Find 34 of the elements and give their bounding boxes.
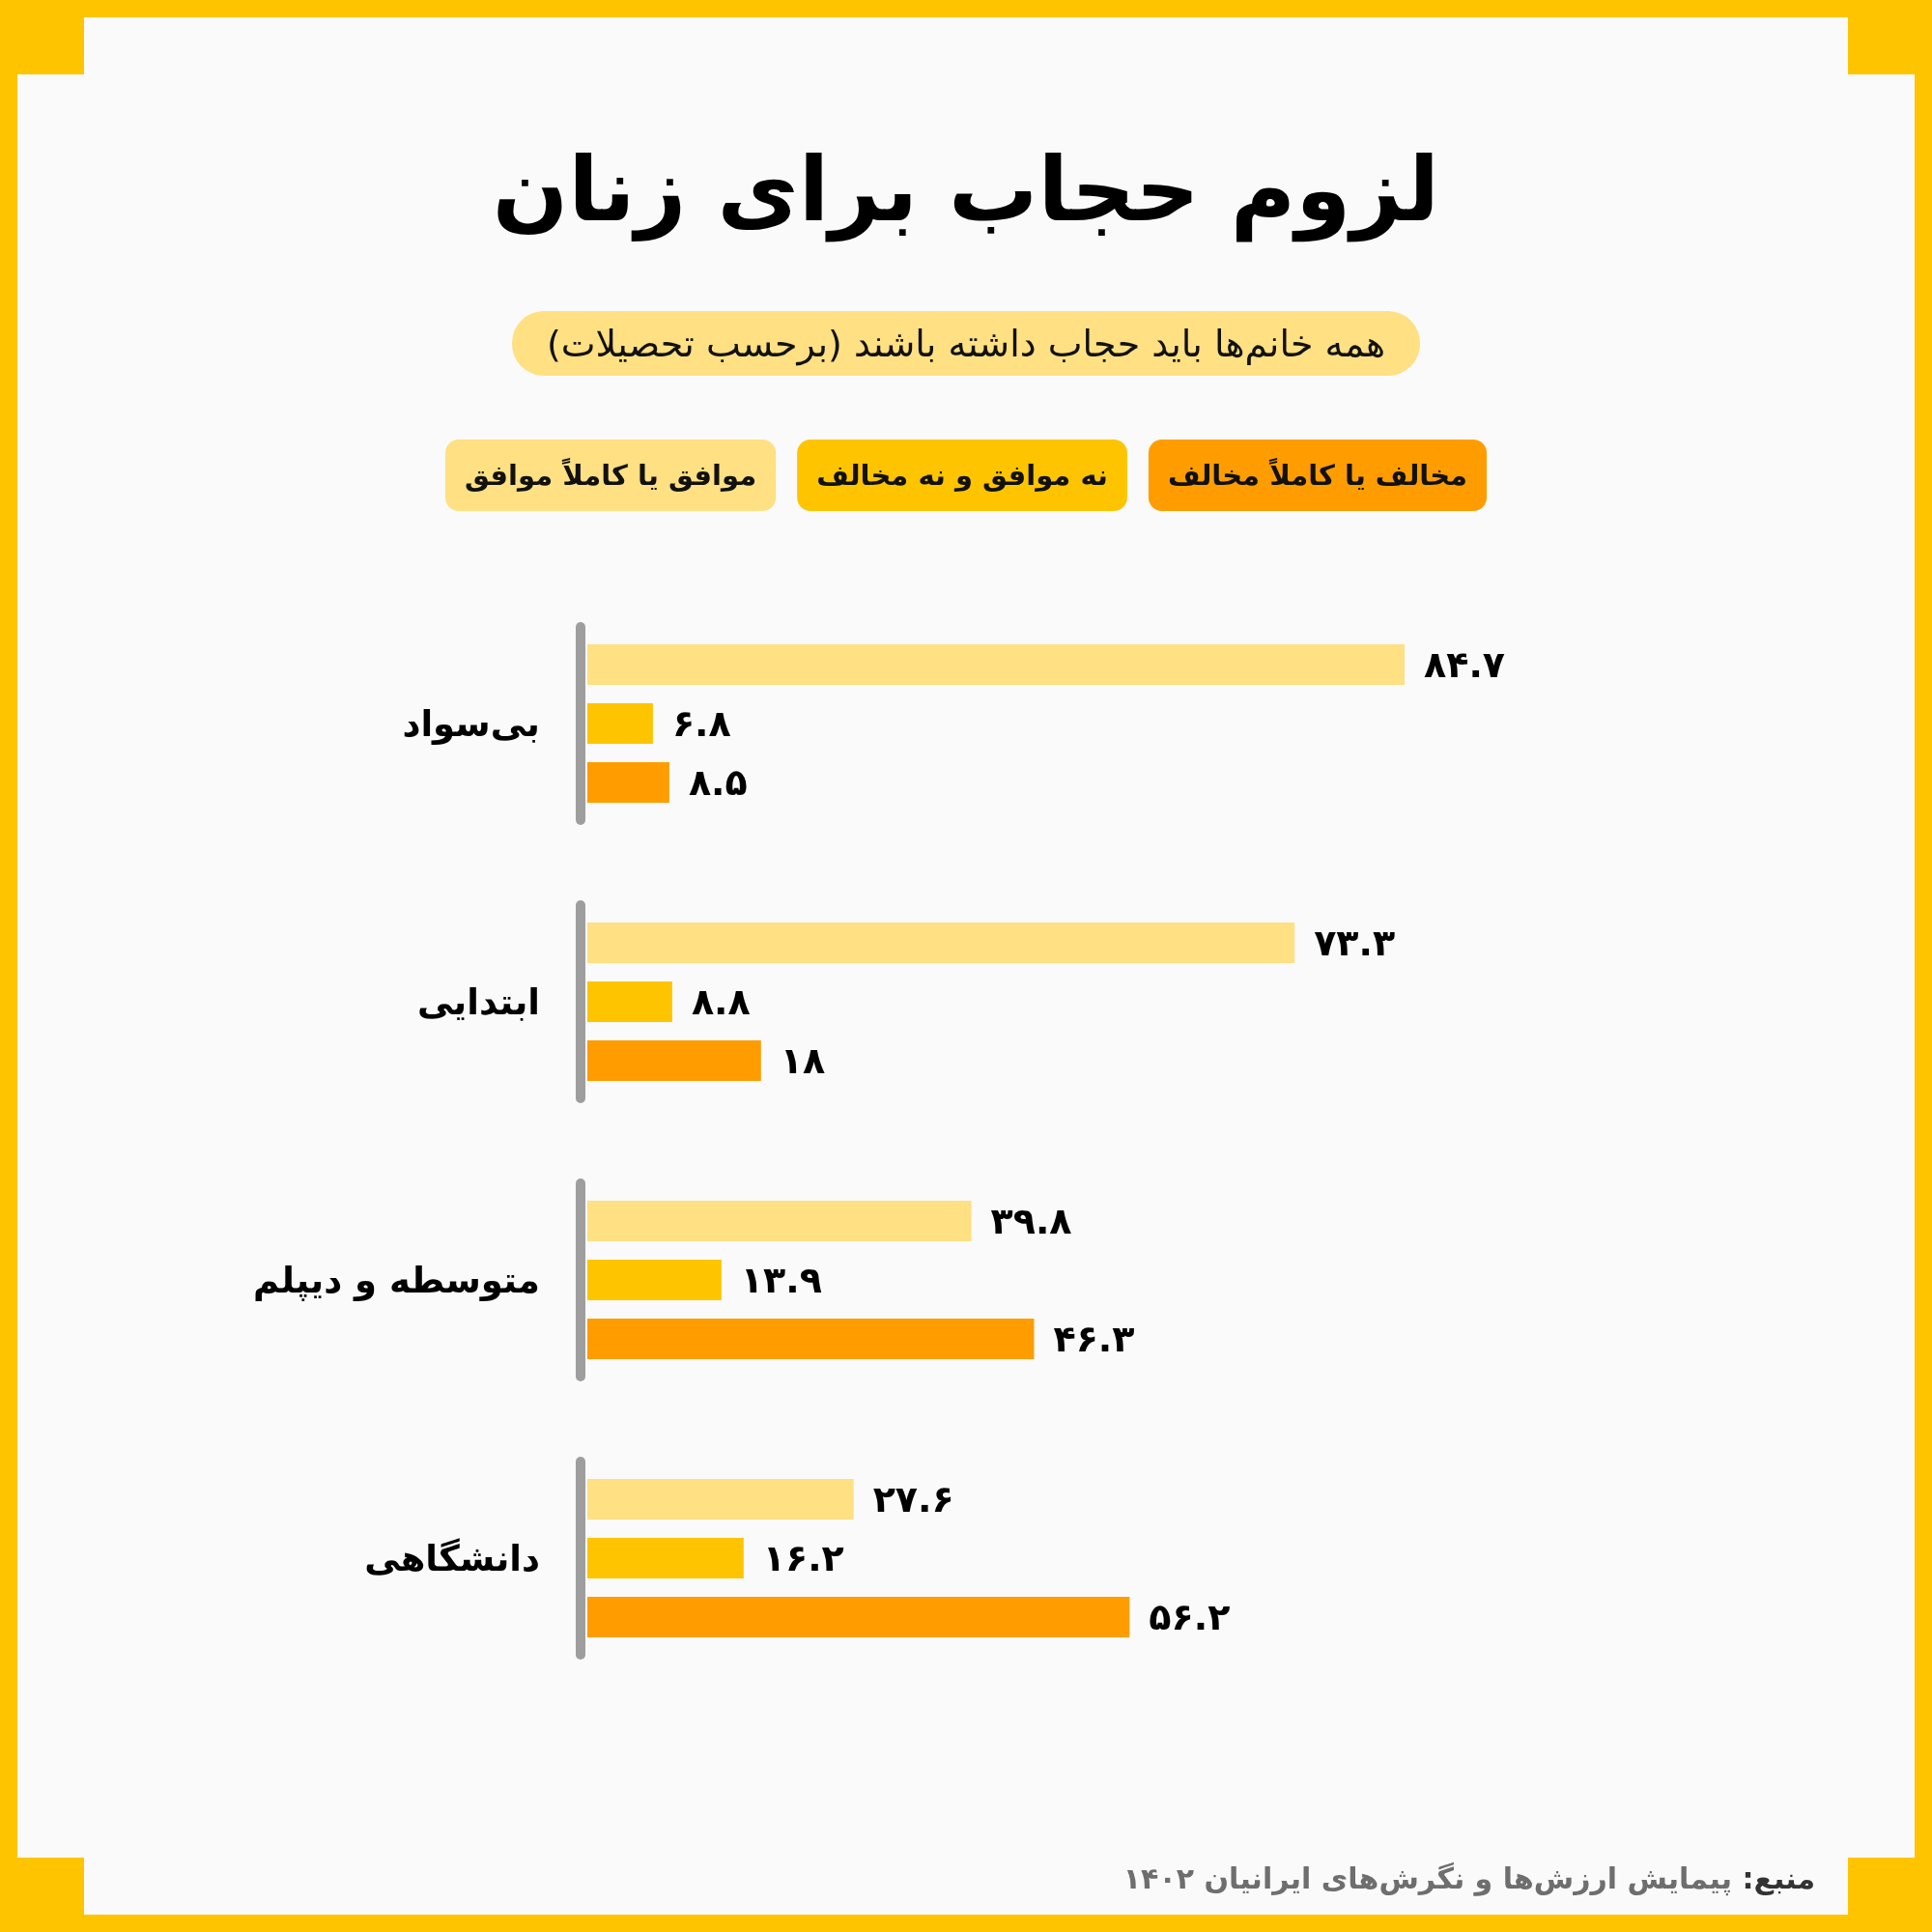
bar — [587, 1538, 744, 1578]
chart-subtitle: همه خانم‌ها باید حجاب داشته باشند (برحسب تحصیلات) — [547, 323, 1385, 366]
bar — [587, 1260, 722, 1300]
bar — [587, 644, 1405, 685]
data-label: ۵۶.۲ — [1149, 1596, 1231, 1638]
data-label: ۸.۵ — [688, 761, 748, 804]
y-tick-label: بی‌سواد — [402, 702, 540, 745]
y-tick-label: دانشگاهی — [364, 1537, 540, 1579]
bar — [587, 1479, 854, 1520]
data-label: ۴۶.۳ — [1053, 1318, 1135, 1360]
data-label: ۲۷.۶ — [872, 1478, 954, 1520]
bar — [587, 1597, 1130, 1637]
bar — [587, 762, 669, 803]
bar — [587, 1319, 1035, 1359]
y-tick-label: ابتدایی — [416, 980, 540, 1023]
data-label: ۳۹.۸ — [990, 1200, 1072, 1242]
text: مخالف یا کاملاً مخالف — [1167, 457, 1468, 492]
data-label: ۸۴.۷ — [1424, 643, 1506, 686]
bar — [587, 923, 1295, 963]
text: نه موافق و نه مخالف — [816, 459, 1108, 492]
data-label: ۸.۸ — [691, 980, 751, 1023]
data-label: ۱۶.۲ — [762, 1537, 844, 1579]
bar — [587, 1040, 761, 1081]
text: منبع: پیمایش ارزش‌ها و نگرش‌های ایرانیان ۱۴۰۲ — [1122, 1861, 1815, 1896]
data-label: ۶.۸ — [671, 702, 731, 745]
bar — [587, 1201, 972, 1241]
bar — [587, 703, 653, 744]
y-tick-label: متوسطه و دیپلم — [253, 1259, 540, 1301]
bar — [587, 981, 672, 1022]
text: موافق یا کاملاً موافق — [464, 457, 757, 492]
data-label: ۱۳.۹ — [740, 1259, 822, 1301]
data-label: ۱۸ — [780, 1039, 826, 1082]
chart-title: لزوم حجاب برای زنان — [492, 138, 1440, 242]
data-label: ۷۳.۳ — [1314, 922, 1396, 964]
